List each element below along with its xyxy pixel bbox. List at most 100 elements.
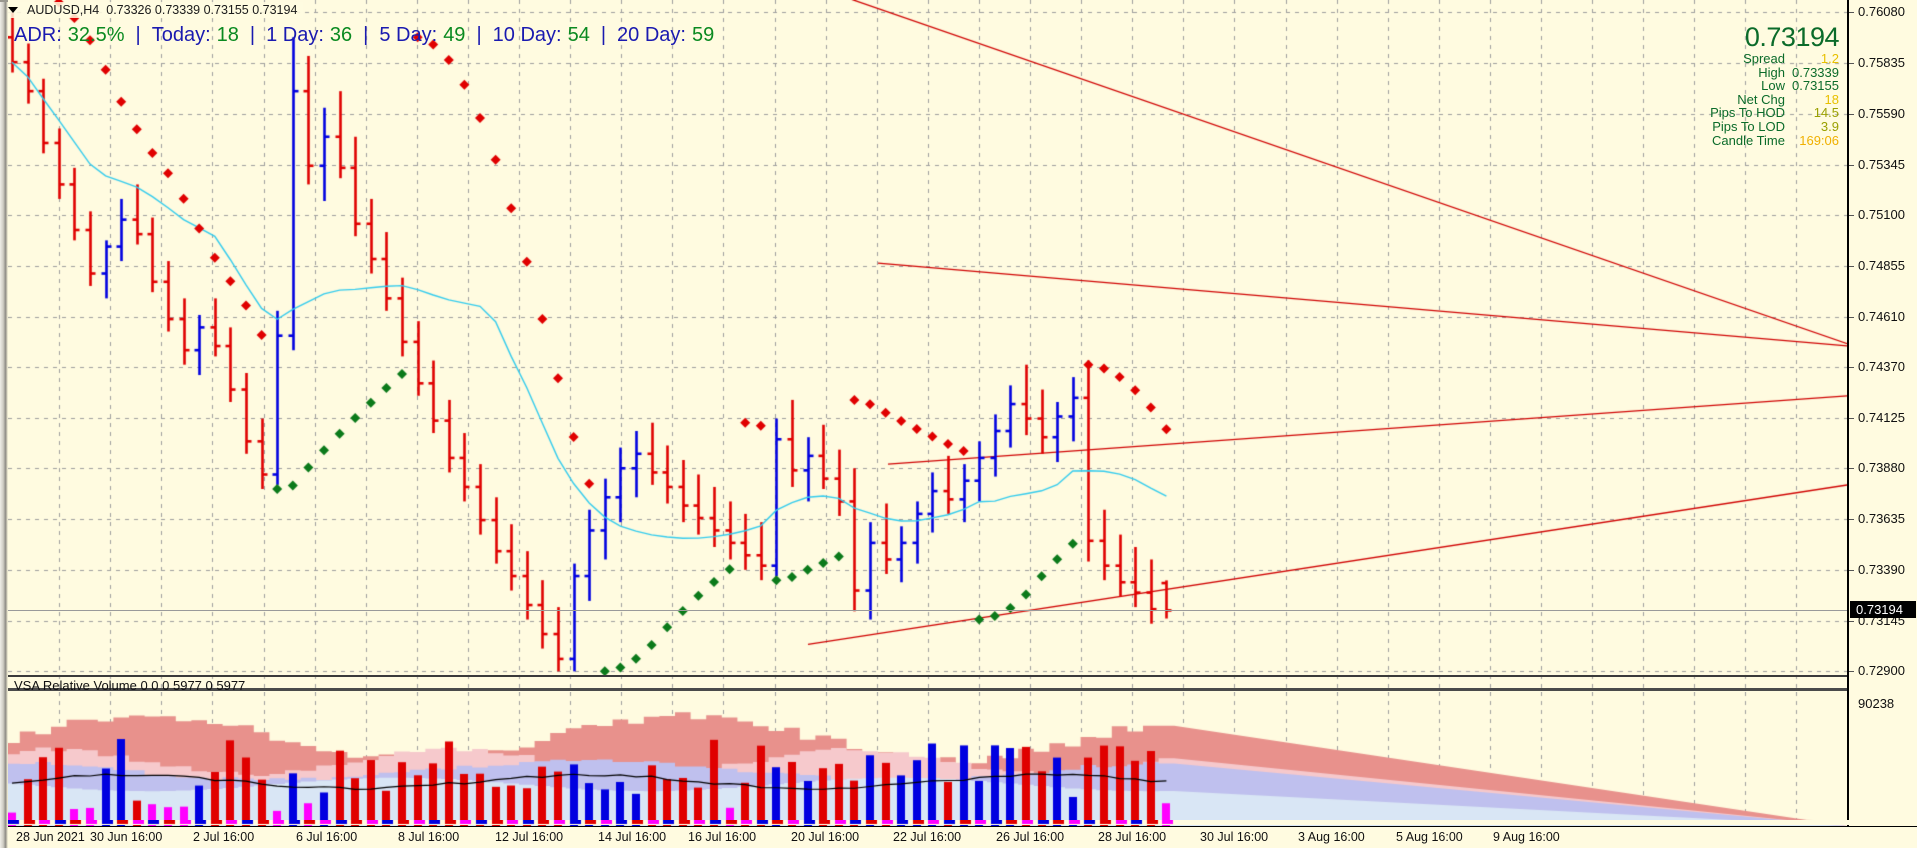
adr-item-value: 18 [216,23,239,46]
price-scale-label: 0.73880 [1858,460,1905,476]
price-scale-label: 0.74855 [1858,258,1905,274]
adr-indicator-panel: ADR: 32.5% | Today: 18 | 1 Day: 36 | 5 Day: 49 | 10 … [14,22,714,48]
info-row-value: 0.73339 [1792,64,1839,80]
time-scale-axis[interactable]: 28 Jun 2021 30 Jun 16:00 2 Jul 16:00 6 Jul … [8,826,1917,848]
info-row-0: Spread 1.2 [1710,52,1839,66]
volume-indicator-pane[interactable] [8,692,1917,826]
adr-item-3: 5 Day: 49 [379,24,465,47]
current-price-scale-label: 0.73194 [1850,601,1916,619]
adr-separator: | [363,23,369,46]
subwindow-divider-top [8,675,1917,677]
price-scale-tick [1849,569,1854,571]
time-axis-label: 30 Jul 16:00 [1200,830,1269,844]
adr-item-label: ADR: [14,23,62,46]
info-row-3: Net Chg 18 [1710,93,1839,107]
price-scale-label: 0.76080 [1858,4,1905,20]
price-scale-axis[interactable]: 0.76080 0.75835 0.75590 0.75345 0.75100 0.748… [1847,0,1917,690]
price-scale-tick [1849,215,1854,217]
price-scale-tick [1849,671,1854,673]
info-rows-container: Spread 1.2 High 0.73339 Low 0.73155 Net Chg 18 P… [1710,52,1839,147]
adr-item-label: 5 Day: [379,23,438,46]
info-row-value: 0.73155 [1792,78,1839,94]
price-scale-tick [1849,417,1854,419]
time-axis-label: 5 Aug 16:00 [1396,830,1463,844]
info-row-label: Spread [1743,51,1785,66]
triangle-down-icon[interactable] [8,7,18,13]
info-row-4: Pips To HOD 14.5 [1710,106,1839,120]
info-row-value: 3.9 [1820,118,1839,134]
adr-item-value: 36 [329,23,353,46]
price-scale-tick [1849,164,1854,166]
adr-item-2: 1 Day: 36 [266,24,352,47]
time-axis-label: 14 Jul 16:00 [598,830,667,844]
volume-scale-axis[interactable]: 90238 [1847,690,1917,826]
price-scale-label: 0.75590 [1858,105,1905,121]
adr-item-label: 20 Day: [617,23,686,46]
adr-item-0: ADR: 32.5% [14,24,125,47]
adr-item-value: 32.5% [67,23,125,46]
price-scale-label: 0.74370 [1858,358,1905,374]
price-scale-label: 0.74610 [1858,309,1905,325]
price-scale-label: 0.75835 [1858,55,1905,71]
ohlc-values-label: 0.73326 0.73339 0.73155 0.73194 [106,3,298,17]
time-axis-label: 9 Aug 16:00 [1493,830,1560,844]
price-scale-tick [1849,519,1854,521]
price-scale-label: 0.73390 [1858,561,1905,577]
adr-item-value: 59 [691,23,715,46]
info-row-1: High 0.73339 [1710,66,1839,80]
info-row-2: Low 0.73155 [1710,79,1839,93]
adr-item-label: Today: [151,23,211,46]
volume-scale-max-label: 90238 [1858,696,1895,711]
price-scale-tick [1849,366,1854,368]
price-scale-tick [1849,63,1854,65]
price-scale-label: 0.72900 [1858,663,1905,679]
time-axis-label: 2 Jul 16:00 [193,830,255,844]
window-left-bevel [0,0,8,848]
info-row-value: 169:06 [1799,132,1839,148]
adr-item-label: 10 Day: [492,23,562,46]
time-axis-label: 28 Jun 2021 [16,830,85,844]
info-row-label: Pips To HOD [1710,105,1785,121]
price-scale-tick [1849,266,1854,268]
price-chart-pane[interactable] [8,0,1917,690]
info-row-label: Candle Time [1712,132,1785,148]
current-price-line [8,610,1847,612]
subwindow-divider [8,688,1917,691]
time-axis-label: 26 Jul 16:00 [996,830,1065,844]
price-scale-tick [1849,468,1854,470]
info-row-label: Pips To LOD [1712,118,1785,134]
info-row-label: Low [1761,78,1785,94]
info-row-6: Candle Time 169:06 [1710,134,1839,148]
time-axis-label: 12 Jul 16:00 [495,830,564,844]
adr-separator: | [476,23,482,46]
info-row-value: 18 [1824,91,1839,107]
trade-info-panel: 0.73194 Spread 1.2 High 0.73339 Low 0.73155 Ne… [1710,22,1839,147]
price-scale-tick [1849,113,1854,115]
time-axis-label: 6 Jul 16:00 [296,830,358,844]
adr-item-value: 49 [443,23,466,46]
price-scale-label: 0.74125 [1858,409,1905,425]
adr-item-5: 20 Day: 59 [617,24,714,47]
time-tick-strip [8,820,1917,825]
time-axis-label: 20 Jul 16:00 [791,830,860,844]
info-row-5: Pips To LOD 3.9 [1710,120,1839,134]
adr-separator: | [600,23,607,46]
adr-item-4: 10 Day: 54 [493,24,590,47]
current-price-large: 0.73194 [1744,22,1840,52]
price-chart-canvas [8,0,1847,690]
price-scale-label: 0.75100 [1858,207,1905,223]
volume-chart-canvas [8,692,1847,826]
adr-separator: | [135,23,141,46]
info-row-value: 14.5 [1813,105,1839,121]
time-axis-label: 22 Jul 16:00 [893,830,962,844]
price-scale-tick [1849,317,1854,319]
info-row-value: 1.2 [1820,51,1839,66]
time-axis-label: 30 Jun 16:00 [90,830,163,844]
adr-item-value: 54 [567,23,590,46]
adr-separator: | [249,23,256,46]
time-axis-label: 28 Jul 16:00 [1098,830,1167,844]
adr-item-label: 1 Day: [266,23,324,46]
time-axis-label: 16 Jul 16:00 [688,830,757,844]
price-scale-label: 0.73635 [1858,511,1905,527]
